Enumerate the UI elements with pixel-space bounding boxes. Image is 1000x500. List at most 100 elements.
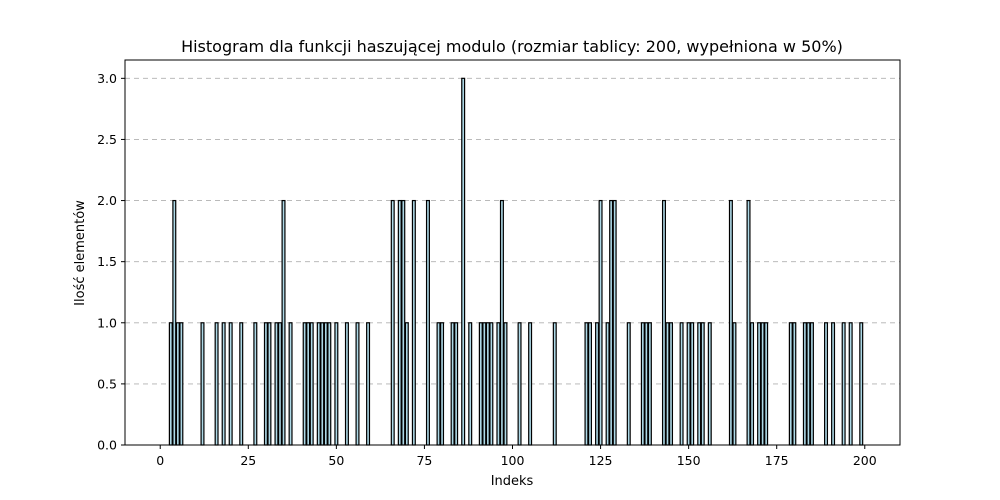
histogram-bar bbox=[809, 322, 814, 446]
x-tick-label: 200 bbox=[853, 453, 877, 468]
histogram-bar bbox=[700, 322, 705, 446]
histogram-bar bbox=[366, 322, 371, 446]
histogram-bar bbox=[764, 322, 769, 446]
histogram-bar bbox=[824, 322, 829, 446]
histogram-bar bbox=[587, 322, 593, 446]
x-tick-label: 175 bbox=[765, 453, 789, 468]
histogram-bar bbox=[281, 199, 286, 446]
histogram-bar bbox=[760, 322, 765, 446]
x-tick-label: 50 bbox=[328, 453, 344, 468]
histogram-bar bbox=[595, 322, 600, 446]
histogram-bar bbox=[320, 322, 325, 446]
histogram-bar bbox=[390, 199, 395, 446]
histogram-bar bbox=[496, 322, 501, 446]
histogram-bar bbox=[679, 322, 684, 446]
y-tick-label: 1.0 bbox=[97, 315, 117, 330]
histogram-bar bbox=[327, 322, 332, 446]
histogram-bar bbox=[485, 322, 490, 446]
y-tick-label: 0.5 bbox=[97, 376, 117, 391]
histogram-bar bbox=[478, 322, 483, 446]
histogram-bar bbox=[584, 322, 589, 446]
histogram-bar bbox=[168, 322, 173, 446]
histogram-bar bbox=[267, 322, 272, 446]
histogram-bar bbox=[750, 322, 755, 446]
histogram-bar bbox=[411, 199, 416, 446]
x-tick-label: 100 bbox=[501, 453, 525, 468]
histogram-bar bbox=[175, 322, 180, 446]
histogram-bar bbox=[316, 322, 321, 446]
histogram-bar bbox=[802, 322, 807, 446]
histogram-bar bbox=[404, 322, 409, 446]
y-axis-label: Ilość elementów bbox=[73, 200, 88, 306]
histogram-bar bbox=[831, 322, 836, 446]
histogram-bar bbox=[707, 322, 712, 446]
histogram-bar bbox=[489, 322, 494, 446]
x-tick-label: 75 bbox=[416, 453, 432, 468]
histogram-bar bbox=[528, 322, 533, 446]
histogram-bar bbox=[309, 322, 314, 446]
histogram-bar bbox=[323, 322, 328, 446]
histogram-bar bbox=[221, 322, 226, 446]
histogram-bar bbox=[609, 199, 614, 446]
histogram-bar bbox=[440, 322, 445, 446]
y-tick-label: 3.0 bbox=[97, 71, 117, 86]
histogram-bar bbox=[450, 322, 455, 446]
histogram-bar bbox=[644, 322, 649, 446]
histogram-bar bbox=[436, 322, 441, 446]
histogram-bar bbox=[848, 322, 853, 446]
histogram-bar bbox=[626, 322, 631, 446]
histogram-bar bbox=[605, 322, 610, 446]
histogram-bar bbox=[401, 199, 406, 446]
histogram-bar bbox=[397, 199, 402, 446]
histogram-bar bbox=[757, 322, 762, 446]
histogram-bar bbox=[612, 199, 617, 446]
histogram-bar bbox=[482, 322, 487, 446]
histogram-bar bbox=[661, 199, 666, 446]
chart-title: Histogram dla funkcji haszującej modulo … bbox=[181, 37, 843, 56]
histogram-bar bbox=[806, 322, 811, 446]
histogram-bar bbox=[665, 322, 670, 446]
histogram-bar bbox=[306, 322, 311, 446]
histogram-bar bbox=[503, 322, 508, 446]
histogram-bar bbox=[214, 322, 219, 446]
histogram-bar bbox=[732, 322, 737, 446]
y-axis-ticks: 0.0 0.5 1.0 1.5 2.0 2.5 3.0 bbox=[97, 71, 125, 453]
histogram-bar bbox=[334, 322, 339, 446]
histogram-bar bbox=[263, 322, 268, 446]
x-tick-label: 0 bbox=[156, 453, 164, 468]
y-tick-label: 2.0 bbox=[97, 193, 117, 208]
histogram-bar bbox=[788, 322, 793, 446]
histogram-bar bbox=[253, 322, 258, 446]
histogram-bar bbox=[686, 322, 691, 446]
histogram-bar bbox=[499, 199, 504, 446]
histogram-bar bbox=[669, 322, 674, 446]
histogram-bar bbox=[517, 322, 522, 446]
histogram-bar bbox=[172, 199, 177, 446]
histogram-bar bbox=[355, 322, 360, 446]
x-axis-ticks: 0 25 50 75 100 125 150 175 200 bbox=[156, 445, 877, 468]
histogram-bar bbox=[598, 199, 603, 446]
histogram-bar bbox=[746, 199, 751, 446]
x-tick-label: 150 bbox=[677, 453, 701, 468]
histogram-bar bbox=[859, 322, 864, 446]
x-tick-label: 125 bbox=[589, 453, 613, 468]
histogram-bar bbox=[228, 322, 233, 446]
histogram-bar bbox=[647, 322, 652, 446]
y-tick-label: 1.5 bbox=[97, 254, 117, 269]
histogram-bar bbox=[461, 77, 466, 446]
histogram-bar bbox=[728, 199, 733, 446]
y-tick-label: 0.0 bbox=[97, 438, 117, 453]
bars-layer bbox=[168, 77, 864, 446]
histogram-bar bbox=[288, 322, 293, 446]
histogram-bar bbox=[425, 199, 430, 446]
histogram-bar bbox=[841, 322, 846, 446]
y-tick-label: 2.5 bbox=[97, 132, 117, 147]
histogram-bar bbox=[690, 322, 695, 446]
x-tick-label: 25 bbox=[240, 453, 256, 468]
histogram-bar bbox=[640, 322, 645, 446]
histogram-bar bbox=[302, 322, 307, 446]
histogram-bar bbox=[200, 322, 205, 446]
histogram-bar bbox=[454, 322, 459, 446]
histogram-bar bbox=[239, 322, 244, 446]
